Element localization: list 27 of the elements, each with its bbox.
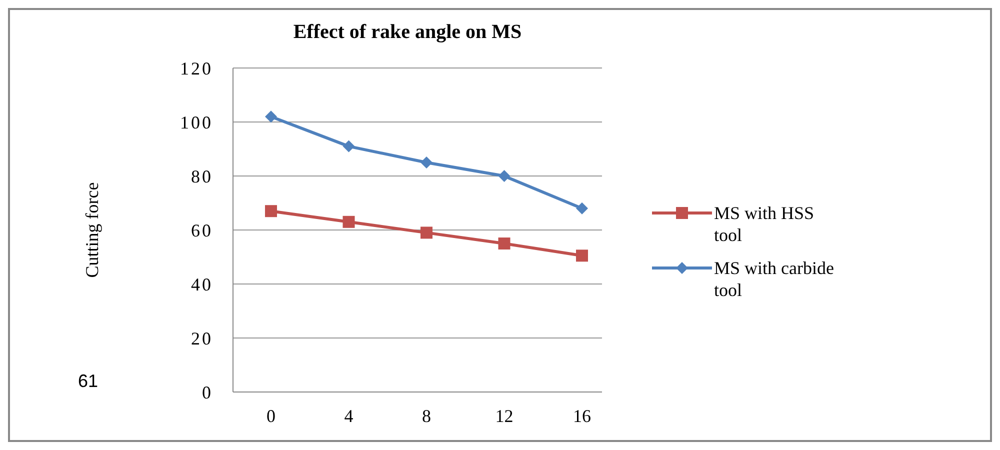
point <box>498 170 510 182</box>
point <box>342 140 355 152</box>
point <box>265 110 277 123</box>
point <box>265 205 277 218</box>
x-tick-label: 12 <box>495 406 514 426</box>
point <box>420 226 432 239</box>
y-tick-label: 20 <box>191 328 213 348</box>
x-tick-label: 8 <box>422 406 431 426</box>
point <box>576 250 588 262</box>
x-tick-label: 4 <box>344 406 354 426</box>
text: 61 <box>78 371 98 391</box>
point <box>342 216 355 228</box>
y-tick-label: 120 <box>180 58 213 78</box>
y-tick-label: 60 <box>191 220 213 240</box>
y-axis-title: Cutting force <box>82 182 102 278</box>
y-tick-label: 100 <box>180 112 213 132</box>
x-tick-label: 16 <box>573 406 591 426</box>
legend-label: MS with carbide tool <box>714 258 834 300</box>
point <box>576 202 588 214</box>
x-tick-label: 0 <box>266 406 276 426</box>
y-tick-label: 80 <box>191 166 213 186</box>
y-tick-label: 0 <box>202 382 213 402</box>
legend-label: MS with HSS tool <box>714 203 814 245</box>
y-tick-label: 40 <box>191 274 213 294</box>
point <box>498 238 510 250</box>
chart-title: Effect of rake angle on MS <box>293 21 522 43</box>
point <box>420 156 432 168</box>
